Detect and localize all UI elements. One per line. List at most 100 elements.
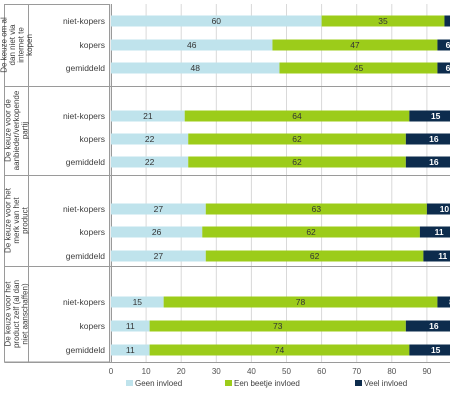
bar-segment-geen-invloed (111, 320, 150, 332)
legend-swatch (355, 380, 362, 386)
row-label: kopers (79, 227, 105, 237)
group-label-line: merk van het (12, 197, 21, 244)
bar-segment-veel-invloed (437, 39, 450, 51)
x-tick-label: 40 (247, 367, 256, 376)
data-label: 27 (154, 204, 164, 214)
bar-segment-veel-invloed (409, 110, 450, 122)
bar-segment-een-beetje-invloed (202, 226, 420, 238)
data-label: 62 (310, 251, 320, 261)
x-tick-label: 70 (352, 367, 361, 376)
bar-segment-veel-invloed (409, 344, 450, 356)
group-label: De keuze voor hetproduct zelf (al dannie… (4, 280, 30, 348)
group-label-line: product zelf (al dan (12, 280, 21, 348)
data-label: 62 (292, 157, 302, 167)
data-label: 6 (446, 63, 450, 73)
row-label: kopers (79, 40, 105, 50)
data-label: 16 (429, 321, 439, 331)
bar-segment-geen-invloed (111, 226, 203, 238)
x-tick-label: 90 (422, 367, 431, 376)
bar-segment-veel-invloed (405, 156, 450, 168)
data-label: 64 (292, 111, 302, 121)
x-tick-label: 10 (142, 367, 151, 376)
group-label-line: De keuze voor het (4, 187, 13, 253)
x-tick-label: 0 (109, 367, 114, 376)
row-label: niet-kopers (63, 204, 105, 214)
bar-segment-geen-invloed (111, 296, 164, 308)
data-label: 63 (312, 204, 322, 214)
bar-segment-geen-invloed (111, 15, 322, 27)
group-label-line: internet te (16, 27, 25, 63)
data-label: 45 (354, 63, 364, 73)
data-label: 22 (145, 134, 155, 144)
bar-segment-een-beetje-invloed (184, 110, 410, 122)
data-label: 62 (306, 227, 316, 237)
data-label: 73 (273, 321, 283, 331)
data-label: 47 (350, 40, 360, 50)
legend-swatch (126, 380, 133, 386)
data-label: 27 (154, 251, 164, 261)
group-label: De keuze voor deaanbieder/verkopendepart… (4, 90, 30, 170)
data-label: 21 (143, 111, 153, 121)
legend-swatch (225, 380, 232, 386)
data-label: 35 (378, 16, 388, 26)
x-tick-label: 30 (212, 367, 221, 376)
row-label: gemiddeld (66, 157, 105, 167)
group-label-line: De keuze om al (0, 17, 8, 73)
bar-segment-geen-invloed (111, 156, 189, 168)
row-label: gemiddeld (66, 251, 105, 261)
data-label: 10 (440, 204, 450, 214)
data-label: 46 (187, 40, 197, 50)
data-label: 6 (446, 40, 450, 50)
group-label-line: niet aanschaffen) (21, 283, 30, 345)
bar-segment-geen-invloed (111, 250, 206, 262)
bar-segment-veel-invloed (405, 133, 450, 145)
data-label: 48 (191, 63, 201, 73)
bar-segment-een-beetje-invloed (188, 133, 406, 145)
row-label: niet-kopers (63, 111, 105, 121)
legend-label: Een beetje invloed (234, 379, 300, 388)
bar-segment-een-beetje-invloed (205, 250, 424, 262)
data-label: 60 (212, 16, 222, 26)
bar-segment-geen-invloed (111, 39, 273, 51)
row-label: niet-kopers (63, 16, 105, 26)
bar-segment-geen-invloed (111, 133, 189, 145)
row-label: gemiddeld (66, 345, 105, 355)
data-label: 11 (126, 321, 135, 331)
x-tick-label: 80 (387, 367, 396, 376)
legend-label: Geen invloed (135, 379, 182, 388)
bar-segment-een-beetje-invloed (279, 62, 438, 74)
bar-segment-geen-invloed (111, 110, 185, 122)
bar-segment-veel-invloed (437, 296, 450, 308)
bar-segment-een-beetje-invloed (149, 344, 410, 356)
bar-segment-een-beetje-invloed (163, 296, 438, 308)
bar-segment-geen-invloed (111, 62, 280, 74)
data-label: 62 (292, 134, 302, 144)
row-label: kopers (79, 321, 105, 331)
group-label-line: kopen (25, 34, 34, 56)
data-label: 11 (438, 251, 447, 261)
data-label: 22 (145, 157, 155, 167)
bar-segment-veel-invloed (419, 226, 450, 238)
group-label-line: aanbieder/verkopende (12, 90, 21, 170)
x-tick-label: 20 (177, 367, 186, 376)
group-label-line: product (21, 206, 30, 233)
bar-segment-geen-invloed (111, 203, 206, 215)
group-label: De keuze voor hetmerk van hetproduct (4, 187, 30, 253)
bar-segment-een-beetje-invloed (321, 15, 445, 27)
bar-segment-veel-invloed (444, 15, 450, 27)
row-label: gemiddeld (66, 63, 105, 73)
bar-segment-geen-invloed (111, 344, 150, 356)
group-label-line: partij (21, 122, 30, 140)
bar-segment-veel-invloed (437, 62, 450, 74)
bar-segment-een-beetje-invloed (149, 320, 406, 332)
data-label: 15 (431, 111, 441, 121)
data-label: 16 (429, 157, 439, 167)
bar-segment-een-beetje-invloed (205, 203, 427, 215)
group-label-line: De keuze voor de (4, 99, 13, 162)
row-label: kopers (79, 134, 105, 144)
data-label: 11 (126, 345, 135, 355)
group-label: De keuze om aldan niet viainternet tekop… (0, 17, 34, 73)
legend-label: Veel invloed (364, 379, 407, 388)
bar-segment-veel-invloed (423, 250, 450, 262)
